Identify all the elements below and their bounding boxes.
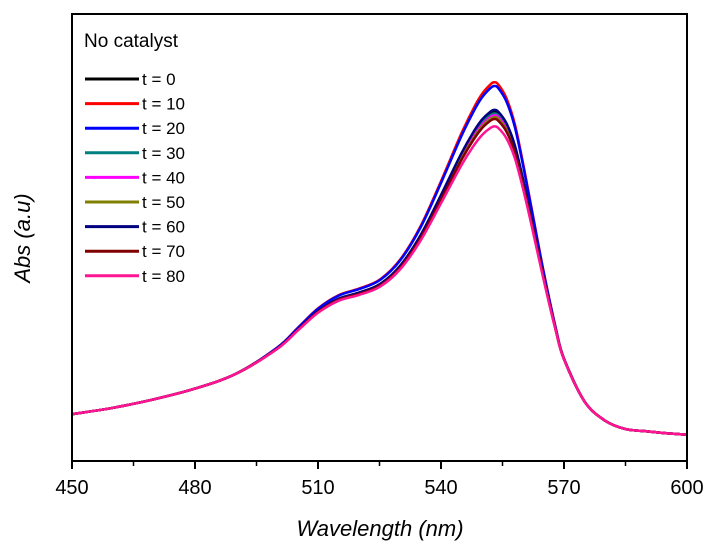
legend-label: t = 20 <box>142 119 185 138</box>
legend-label: t = 30 <box>142 144 185 163</box>
legend-label: t = 70 <box>142 242 185 261</box>
legend: No catalyst t = 0 t = 10 t = 20 t = 30 t = 4… <box>84 31 185 286</box>
legend-label: t = 80 <box>142 267 185 286</box>
legend-label: t = 50 <box>142 193 185 212</box>
series-layer <box>71 81 688 436</box>
x-axis-title: Wavelength (nm) <box>296 516 463 541</box>
x-tick-label: 510 <box>301 477 334 499</box>
x-tick-label: 600 <box>670 477 703 499</box>
y-axis-title: Abs (a.u) <box>10 193 35 284</box>
ticks-layer: 450 480 510 540 570 600 <box>55 461 704 499</box>
x-tick-label: 450 <box>55 477 88 499</box>
legend-label: t = 10 <box>142 95 185 114</box>
legend-label: t = 0 <box>142 70 176 89</box>
legend-title: No catalyst <box>84 31 179 52</box>
series-line <box>71 125 688 436</box>
legend-label: t = 60 <box>142 218 185 237</box>
x-tick-label: 480 <box>178 477 211 499</box>
x-tick-label: 540 <box>424 477 457 499</box>
x-tick-label: 570 <box>547 477 580 499</box>
legend-label: t = 40 <box>142 168 185 187</box>
